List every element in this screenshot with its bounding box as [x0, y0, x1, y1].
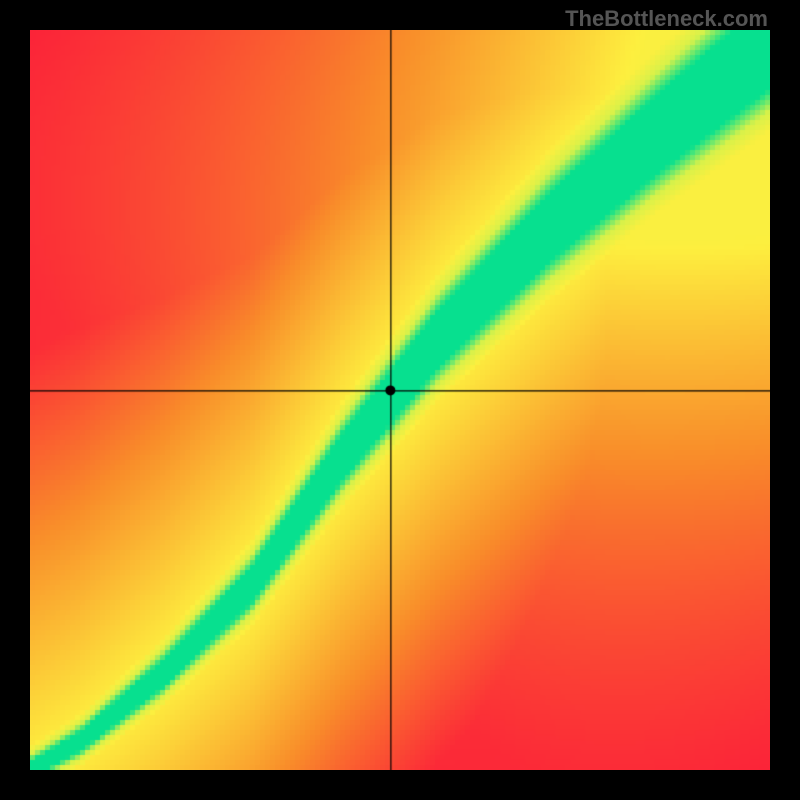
bottleneck-heatmap: [30, 30, 770, 770]
chart-container: TheBottleneck.com: [0, 0, 800, 800]
watermark-text: TheBottleneck.com: [565, 6, 768, 32]
